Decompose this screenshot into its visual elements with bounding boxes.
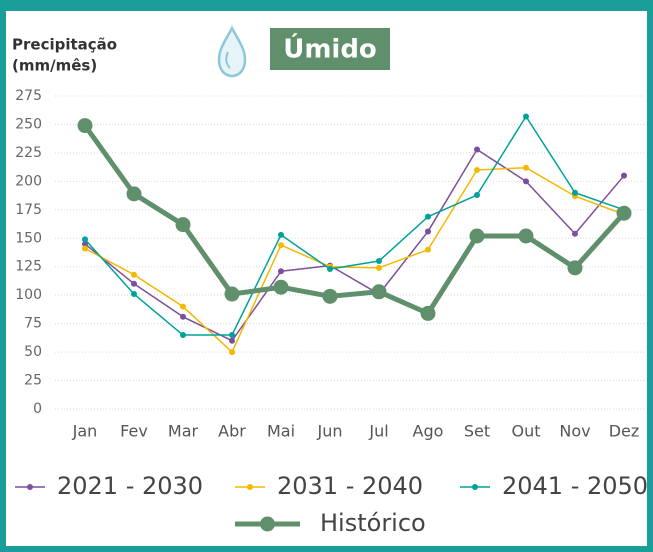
y-axis-label: (mm/mês) xyxy=(12,57,97,75)
drop-icon xyxy=(217,25,247,78)
x-tick-label: Dez xyxy=(609,422,640,441)
data-point xyxy=(425,246,431,253)
data-point xyxy=(278,242,284,249)
series-line xyxy=(84,166,625,353)
data-point xyxy=(175,217,191,233)
series-line xyxy=(84,115,625,336)
x-tick-label: Mar xyxy=(168,422,199,441)
title-box xyxy=(270,28,390,70)
data-point xyxy=(469,228,485,244)
data-point xyxy=(131,280,137,287)
data-point xyxy=(567,260,583,276)
x-tick-label: Jun xyxy=(317,422,343,441)
x-tick-label: Ago xyxy=(413,422,444,441)
data-point xyxy=(131,271,137,278)
data-point xyxy=(523,164,529,171)
x-tick-label: Jan xyxy=(72,422,98,441)
data-point xyxy=(523,178,529,185)
data-point xyxy=(425,228,431,235)
legend-marker xyxy=(247,484,253,490)
x-tick-label: Mai xyxy=(267,422,295,441)
data-point xyxy=(273,279,289,295)
data-point xyxy=(229,349,235,356)
data-point xyxy=(518,228,534,244)
drop-icon-shine xyxy=(225,51,231,69)
x-tick-label: Out xyxy=(511,422,540,441)
y-tick-label: 275 xyxy=(15,88,42,104)
data-point xyxy=(77,118,93,134)
data-point xyxy=(224,286,240,302)
data-point xyxy=(126,186,142,202)
data-point xyxy=(180,313,186,320)
x-tick-label: Jul xyxy=(368,422,388,441)
x-tick-label: Fev xyxy=(120,422,148,441)
y-tick-label: 100 xyxy=(15,287,42,303)
y-tick-label: 225 xyxy=(15,145,42,161)
data-point xyxy=(82,236,88,243)
y-tick-label: 250 xyxy=(15,116,42,132)
data-point xyxy=(474,166,480,173)
data-point xyxy=(523,113,529,120)
data-point xyxy=(621,172,627,179)
chart-title: Úmido xyxy=(283,33,377,65)
series-line xyxy=(84,148,625,342)
data-point xyxy=(180,332,186,339)
legend-marker xyxy=(472,484,478,490)
legend-marker xyxy=(260,516,275,532)
series-line xyxy=(82,124,626,316)
y-tick-label: 200 xyxy=(15,173,42,189)
y-tick-label: 50 xyxy=(24,344,42,360)
data-point xyxy=(425,213,431,220)
x-tick-label: Nov xyxy=(559,422,590,441)
data-point xyxy=(327,266,333,273)
data-point xyxy=(278,231,284,238)
y-tick-label: 0 xyxy=(33,401,42,417)
data-point xyxy=(82,245,88,252)
y-tick-label: 125 xyxy=(15,259,42,275)
data-point xyxy=(420,305,436,321)
data-point xyxy=(376,264,382,271)
legend-label: 2041 - 2050 xyxy=(502,472,648,500)
data-point xyxy=(278,268,284,275)
data-point xyxy=(572,189,578,196)
data-point xyxy=(229,332,235,339)
data-point xyxy=(180,303,186,310)
data-point xyxy=(131,291,137,298)
y-axis-label: Precipitação xyxy=(12,36,117,54)
data-point xyxy=(376,258,382,265)
data-point xyxy=(572,230,578,237)
data-point xyxy=(371,284,387,300)
data-point xyxy=(616,205,632,221)
data-point xyxy=(474,146,480,153)
data-point xyxy=(474,192,480,199)
panel xyxy=(6,11,647,546)
data-point xyxy=(229,337,235,344)
x-tick-label: Set xyxy=(464,422,490,441)
y-tick-label: 25 xyxy=(24,373,42,389)
legend-marker xyxy=(27,484,33,490)
data-point xyxy=(82,240,88,247)
legend-label: 2031 - 2040 xyxy=(277,472,423,500)
y-tick-label: 150 xyxy=(15,230,42,246)
data-point xyxy=(322,288,338,304)
x-tick-label: Abr xyxy=(218,422,246,441)
legend-label: Histórico xyxy=(320,509,426,537)
legend-label: 2021 - 2030 xyxy=(57,472,203,500)
y-tick-label: 175 xyxy=(15,202,42,218)
y-tick-label: 75 xyxy=(24,316,42,332)
